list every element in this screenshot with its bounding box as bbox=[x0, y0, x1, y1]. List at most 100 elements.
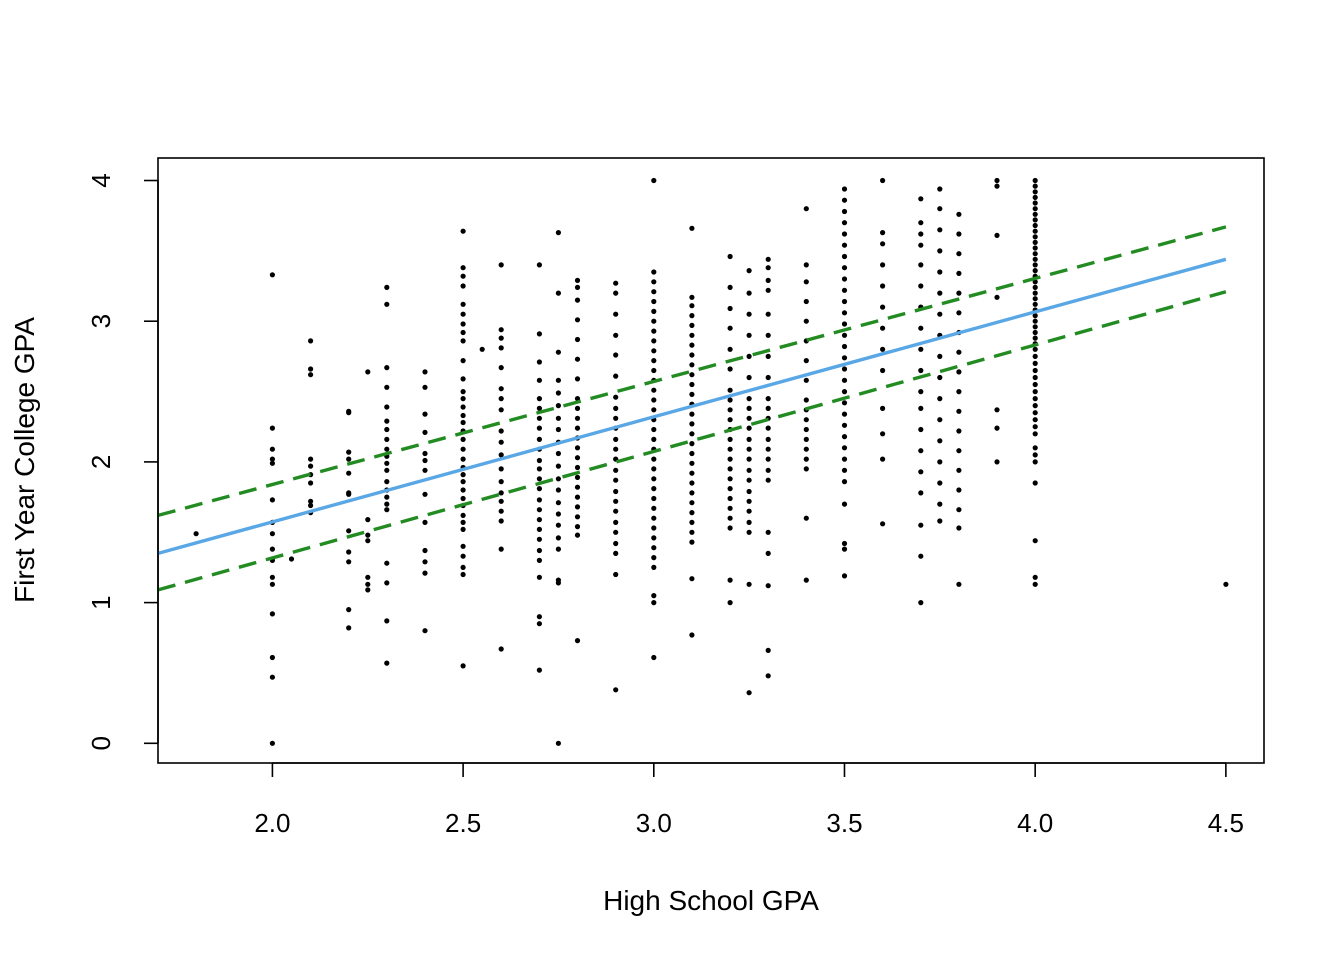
data-point bbox=[555, 290, 562, 296]
data-point bbox=[555, 487, 562, 493]
data-point bbox=[651, 486, 657, 492]
data-point bbox=[384, 507, 390, 513]
data-point bbox=[536, 526, 543, 533]
data-point bbox=[574, 464, 581, 471]
data-point bbox=[346, 410, 352, 416]
data-point bbox=[765, 436, 771, 442]
data-point bbox=[880, 521, 886, 527]
data-point bbox=[498, 335, 504, 341]
data-point bbox=[536, 262, 543, 268]
data-point bbox=[956, 507, 962, 513]
data-point bbox=[918, 469, 924, 475]
data-point bbox=[803, 397, 809, 403]
data-point bbox=[651, 555, 657, 561]
data-point bbox=[460, 273, 466, 279]
data-point bbox=[651, 564, 657, 571]
data-point bbox=[498, 386, 504, 392]
data-point bbox=[765, 265, 771, 271]
data-point bbox=[956, 487, 962, 493]
data-point bbox=[498, 396, 504, 402]
data-point bbox=[384, 479, 390, 485]
data-point bbox=[956, 211, 962, 217]
data-point bbox=[803, 377, 809, 383]
data-point bbox=[498, 407, 504, 413]
data-point bbox=[803, 426, 809, 433]
data-point bbox=[994, 183, 1000, 189]
data-point bbox=[1032, 284, 1038, 290]
data-point bbox=[956, 389, 962, 395]
data-point bbox=[574, 494, 581, 500]
data-point bbox=[765, 277, 771, 283]
data-point bbox=[689, 539, 695, 545]
data-point bbox=[727, 577, 733, 583]
data-point bbox=[841, 422, 848, 428]
data-point bbox=[613, 405, 619, 411]
data-point bbox=[746, 488, 752, 495]
data-point bbox=[1032, 301, 1038, 307]
data-point bbox=[536, 415, 543, 421]
data-point bbox=[1032, 234, 1038, 240]
data-point bbox=[651, 466, 657, 472]
data-point bbox=[746, 425, 752, 431]
data-point bbox=[803, 298, 809, 305]
data-point bbox=[1032, 217, 1038, 223]
data-point bbox=[1032, 335, 1038, 341]
data-point bbox=[498, 439, 504, 445]
data-point bbox=[651, 505, 657, 511]
data-point bbox=[555, 230, 562, 236]
data-point bbox=[498, 518, 504, 524]
data-point bbox=[193, 531, 199, 537]
data-point bbox=[880, 456, 886, 462]
data-point bbox=[1032, 239, 1038, 245]
data-point bbox=[1032, 189, 1038, 195]
data-point bbox=[765, 287, 771, 293]
data-point bbox=[574, 277, 581, 283]
data-point bbox=[918, 426, 924, 433]
data-point bbox=[346, 625, 352, 631]
x-tick-label: 2.0 bbox=[254, 808, 290, 838]
data-point bbox=[269, 425, 275, 431]
data-point bbox=[536, 497, 543, 503]
data-point bbox=[384, 460, 390, 466]
data-point bbox=[689, 576, 695, 582]
data-points bbox=[193, 177, 1229, 746]
data-point bbox=[422, 547, 428, 554]
data-point bbox=[574, 356, 581, 362]
data-point bbox=[727, 476, 733, 482]
data-point bbox=[365, 587, 371, 593]
data-point bbox=[613, 508, 619, 514]
data-point bbox=[651, 545, 657, 551]
data-point bbox=[841, 355, 848, 361]
data-point bbox=[956, 525, 962, 531]
data-point bbox=[689, 322, 695, 328]
data-point bbox=[613, 498, 619, 504]
data-point bbox=[498, 646, 504, 652]
data-point bbox=[956, 231, 962, 237]
data-point bbox=[1032, 538, 1038, 544]
data-point bbox=[765, 446, 771, 452]
data-point bbox=[1032, 222, 1038, 229]
data-point bbox=[937, 186, 943, 192]
data-point bbox=[346, 456, 352, 462]
data-point bbox=[727, 446, 733, 452]
data-point bbox=[746, 374, 752, 381]
data-point bbox=[765, 353, 771, 359]
data-point bbox=[346, 449, 352, 455]
data-point bbox=[765, 332, 771, 338]
data-point bbox=[651, 535, 657, 541]
data-point bbox=[918, 448, 924, 454]
data-point bbox=[841, 411, 848, 417]
data-point bbox=[308, 463, 314, 469]
data-point bbox=[498, 262, 504, 268]
data-point bbox=[918, 553, 924, 559]
data-point bbox=[269, 740, 275, 746]
data-point bbox=[746, 332, 752, 338]
data-point bbox=[1032, 313, 1038, 319]
data-point bbox=[1032, 353, 1038, 359]
data-point bbox=[841, 186, 848, 192]
data-point bbox=[384, 365, 390, 371]
data-point bbox=[746, 268, 752, 274]
data-point bbox=[574, 396, 581, 402]
data-point bbox=[613, 529, 619, 535]
data-point bbox=[574, 284, 581, 290]
